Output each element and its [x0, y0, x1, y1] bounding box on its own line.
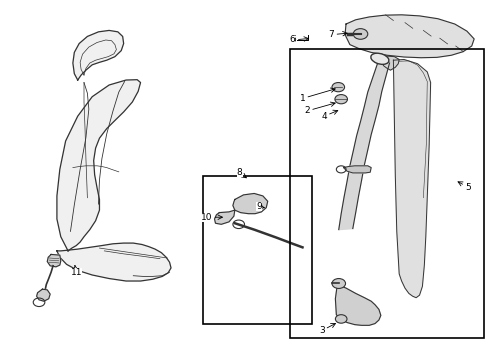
- Ellipse shape: [370, 53, 388, 64]
- Circle shape: [334, 95, 347, 104]
- Circle shape: [331, 279, 345, 288]
- Text: 8: 8: [236, 168, 246, 178]
- Circle shape: [331, 82, 344, 92]
- Polygon shape: [338, 63, 389, 230]
- Text: 2: 2: [304, 102, 334, 116]
- Polygon shape: [335, 284, 380, 325]
- Polygon shape: [343, 166, 370, 173]
- Text: 1: 1: [299, 88, 335, 103]
- Text: 11: 11: [70, 266, 82, 277]
- Polygon shape: [345, 15, 473, 58]
- Text: 7: 7: [328, 30, 346, 39]
- Text: 4: 4: [321, 110, 337, 121]
- Polygon shape: [214, 210, 234, 224]
- Circle shape: [352, 29, 367, 39]
- Polygon shape: [393, 59, 430, 298]
- Polygon shape: [47, 255, 61, 267]
- Text: 3: 3: [318, 324, 335, 335]
- Bar: [290, 49, 483, 338]
- Polygon shape: [57, 80, 140, 251]
- Polygon shape: [73, 31, 123, 80]
- Text: 6: 6: [288, 35, 294, 44]
- Polygon shape: [57, 243, 171, 281]
- Text: 6: 6: [289, 36, 308, 45]
- Polygon shape: [37, 289, 50, 301]
- Circle shape: [335, 315, 346, 323]
- Polygon shape: [378, 56, 398, 70]
- Text: 10: 10: [201, 213, 222, 222]
- Bar: [203, 176, 311, 324]
- Text: 5: 5: [457, 182, 470, 192]
- Text: 9: 9: [256, 202, 264, 211]
- Polygon shape: [232, 193, 267, 214]
